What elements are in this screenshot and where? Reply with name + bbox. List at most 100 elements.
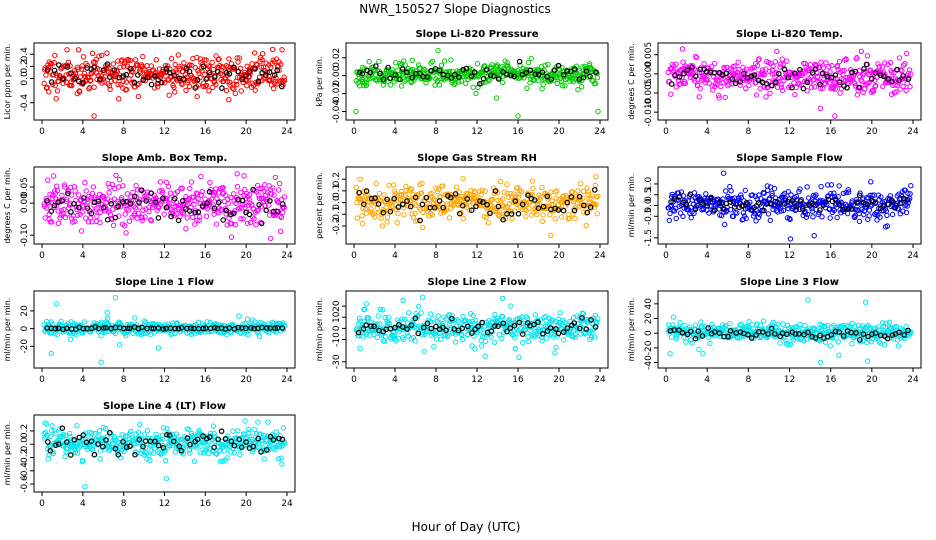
data-point [792, 70, 798, 77]
data-point [908, 329, 914, 335]
data-point [176, 66, 183, 72]
data-point [120, 78, 126, 84]
data-point [124, 191, 131, 197]
data-point [428, 210, 434, 217]
data-point [793, 204, 800, 210]
data-point [126, 218, 133, 224]
data-point [120, 183, 126, 189]
data-point [79, 209, 85, 215]
data-point [400, 297, 406, 304]
data-point [880, 73, 887, 80]
x-tick-label: 0 [663, 251, 669, 261]
data-point [58, 318, 64, 325]
y-tick-label: 0.0 [644, 198, 654, 213]
data-point [211, 205, 218, 212]
data-point [776, 200, 783, 206]
data-point [743, 199, 750, 206]
data-point [69, 83, 75, 89]
panel-4: Slope Amb. Box Temp.degrees C per min.0 4… [3, 153, 296, 261]
data-point [378, 215, 384, 222]
data-point [760, 190, 766, 196]
data-point [231, 210, 237, 217]
data-point [188, 204, 194, 211]
data-point [893, 89, 899, 95]
data-point [59, 192, 65, 199]
data-point [779, 56, 785, 62]
data-point [882, 324, 888, 330]
data-point [740, 210, 747, 216]
data-point [777, 64, 783, 70]
data-point [704, 203, 711, 209]
data-point [902, 203, 908, 209]
data-point [121, 63, 127, 70]
data-point [805, 329, 811, 336]
data-point [278, 214, 285, 221]
data-point [147, 332, 154, 338]
data-point [199, 203, 206, 209]
data-point [48, 350, 54, 357]
data-point [461, 201, 467, 208]
reference-series [668, 191, 910, 214]
data-point [826, 63, 832, 70]
data-point [769, 190, 775, 197]
data-point [880, 320, 886, 326]
data-point [760, 318, 767, 324]
data-point [708, 195, 714, 202]
data-point [253, 222, 259, 228]
data-point [579, 315, 585, 321]
data-point [213, 221, 220, 227]
data-point [213, 81, 219, 88]
data-point [281, 194, 288, 200]
data-point [689, 340, 695, 346]
data-point [793, 324, 799, 330]
data-point [787, 216, 793, 223]
data-point [47, 64, 53, 70]
data-point [591, 334, 598, 340]
data-point [548, 76, 555, 83]
data-point [500, 216, 507, 223]
data-point [183, 87, 189, 94]
data-point [173, 211, 179, 217]
data-point [468, 73, 475, 80]
data-point [117, 64, 123, 70]
data-point [220, 217, 227, 223]
data-point [709, 321, 715, 327]
data-point [421, 348, 427, 355]
data-point [500, 66, 507, 72]
data-point [808, 84, 815, 91]
data-point [891, 70, 897, 76]
data-point [131, 203, 137, 210]
reference-series [667, 325, 911, 343]
x-tick-label: 12 [471, 251, 482, 261]
data-point [846, 189, 852, 195]
data-point [232, 90, 239, 97]
data-point [466, 207, 473, 213]
data-point [585, 65, 591, 72]
data-point [203, 57, 209, 63]
data-point [553, 195, 559, 202]
x-tick-label: 24 [281, 127, 293, 137]
data-point [223, 69, 230, 76]
data-point [497, 209, 503, 215]
data-point [151, 85, 158, 91]
data-point [858, 77, 864, 83]
data-point [779, 87, 786, 94]
x-tick-label: 20 [553, 375, 565, 385]
data-point [538, 194, 544, 200]
data-point [587, 204, 594, 211]
data-point [51, 59, 57, 66]
panel-ylabel: ml/min per min. [627, 298, 636, 362]
data-point [234, 184, 241, 190]
data-point [390, 329, 397, 336]
data-point [223, 87, 230, 94]
data-point [458, 78, 464, 84]
x-tick-label: 24 [594, 251, 606, 261]
data-point [805, 297, 811, 303]
data-point [500, 69, 506, 75]
data-point [221, 198, 228, 205]
data-point [92, 59, 98, 65]
data-point [171, 72, 178, 79]
data-point [403, 187, 409, 194]
data-point [875, 324, 881, 330]
